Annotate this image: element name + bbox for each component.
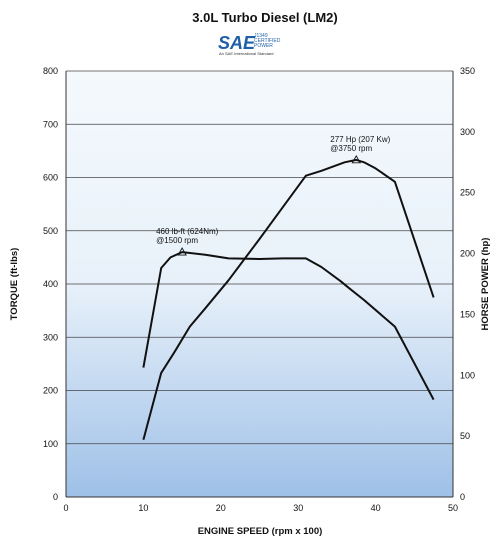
svg-text:POWER: POWER <box>254 43 273 49</box>
svg-text:SAE: SAE <box>218 33 256 53</box>
annotation-line-2: @3750 rpm <box>330 144 372 153</box>
x-axis-title: ENGINE SPEED (rpm x 100) <box>198 526 323 537</box>
y-tick-label: 600 <box>43 173 58 183</box>
annotation-line-1: 460 lb-ft (624Nm) <box>156 227 219 236</box>
horsepower-line <box>142 158 435 441</box>
y2-tick-label: 0 <box>460 492 465 502</box>
y-tick-label: 800 <box>43 66 58 76</box>
y-axis-title-torque: TORQUE (ft-lbs) <box>9 248 20 321</box>
y-tick-label: 700 <box>43 119 58 129</box>
torque-line <box>142 251 435 401</box>
tick-labels: 0 10 20 30 40 5001002003004005006007008000501… <box>43 66 475 513</box>
y2-tick-label: 250 <box>460 188 475 198</box>
chart-title: 3.0L Turbo Diesel (LM2) <box>192 10 337 25</box>
axes <box>65 71 454 498</box>
y-tick-label: 0 <box>53 492 58 502</box>
y-tick-label: 400 <box>43 279 58 289</box>
y-tick-label: 300 <box>43 332 58 342</box>
svg-text:J1349: J1349 <box>254 33 268 39</box>
y-tick-label: 500 <box>43 226 58 236</box>
sae-certified-power-logo: SAE J1349 CERTIFIED POWER An SAE Interna… <box>218 33 281 56</box>
y2-tick-label: 100 <box>460 370 475 380</box>
annotation-line-1: 277 Hp (207 Kw) <box>330 135 390 144</box>
x-tick-label: 40 <box>371 503 381 513</box>
series-lines <box>142 158 435 441</box>
annotation-line-2: @1500 rpm <box>156 236 198 245</box>
y2-tick-label: 300 <box>460 127 475 137</box>
y2-tick-label: 150 <box>460 309 475 319</box>
y2-tick-label: 200 <box>460 249 475 259</box>
x-tick-label: 0 <box>63 503 68 513</box>
peak-annotations: 460 lb-ft (624Nm)@1500 rpm 277 Hp (207 Kw… <box>156 135 391 256</box>
y2-tick-label: 350 <box>460 66 475 76</box>
y-tick-label: 100 <box>43 439 58 449</box>
y2-tick-label: 50 <box>460 431 470 441</box>
peak-marker <box>351 154 362 164</box>
y-tick-label: 200 <box>43 386 58 396</box>
x-tick-label: 20 <box>216 503 226 513</box>
x-tick-label: 30 <box>293 503 303 513</box>
y2-axis-title-horsepower: HORSE POWER (hp) <box>480 238 491 331</box>
x-tick-label: 50 <box>448 503 458 513</box>
peak-marker <box>177 247 187 256</box>
svg-text:CERTIFIED: CERTIFIED <box>254 38 281 44</box>
svg-text:An SAE International Standard: An SAE International Standard <box>219 51 273 56</box>
x-tick-label: 10 <box>138 503 148 513</box>
